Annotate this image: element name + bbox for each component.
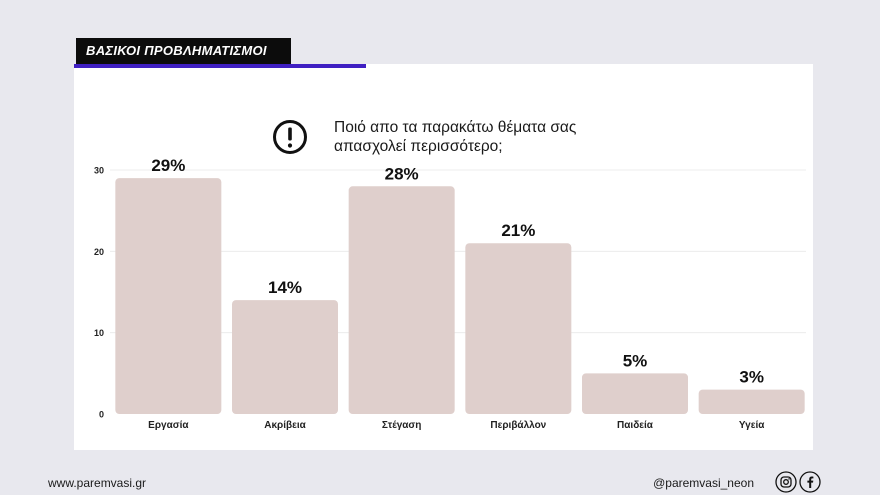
instagram-icon[interactable] <box>775 471 797 493</box>
exclamation-circle-icon <box>273 120 307 154</box>
accent-line <box>74 64 366 68</box>
category-label: Εργασία <box>148 420 189 431</box>
y-tick-label: 20 <box>94 247 104 257</box>
y-tick-label: 0 <box>99 410 104 420</box>
data-label: 21% <box>501 221 535 240</box>
data-label: 14% <box>268 278 302 297</box>
data-label: 5% <box>623 351 648 370</box>
facebook-icon[interactable] <box>799 471 821 493</box>
bar-5 <box>698 389 805 414</box>
category-label: Ακρίβεια <box>264 420 306 431</box>
question-text: Ποιό απο τα παρακάτω θέματα σας απασχολε… <box>334 119 577 155</box>
category-label: Υγεία <box>739 420 765 431</box>
section-label: ΒΑΣΙΚΟΙ ΠΡΟΒΛΗΜΑΤΙΣΜΟΙ <box>76 38 291 64</box>
bar-0 <box>115 178 222 414</box>
y-tick-label: 10 <box>94 328 104 338</box>
bar-1 <box>232 300 338 414</box>
data-label: 29% <box>151 156 185 175</box>
y-tick-label: 30 <box>94 166 104 176</box>
category-label: Περιβάλλον <box>490 420 546 431</box>
bar-4 <box>582 373 688 414</box>
social-handle[interactable]: @paremvasi_neon <box>653 476 754 490</box>
website-link[interactable]: www.paremvasi.gr <box>48 476 147 490</box>
category-label: Παιδεία <box>617 420 654 431</box>
category-label: Στέγαση <box>382 420 421 431</box>
data-label: 28% <box>385 164 419 183</box>
bar-2 <box>348 186 455 414</box>
bar-3 <box>465 243 572 414</box>
data-label: 3% <box>739 368 764 387</box>
